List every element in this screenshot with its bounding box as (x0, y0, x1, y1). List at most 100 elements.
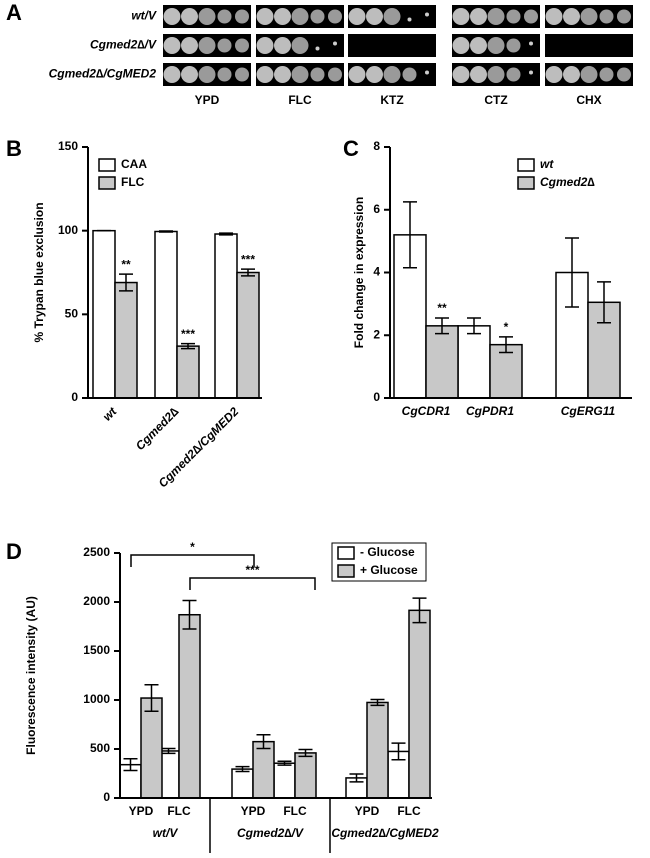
colony-spot (256, 8, 274, 25)
colony-spot (274, 8, 291, 25)
row-label: Cgmed2∆/CgMED2 (49, 67, 157, 81)
x-tick-label: FLC (167, 804, 191, 818)
colony-dot (425, 70, 429, 75)
colony-spot (217, 38, 232, 53)
error-bar (144, 684, 159, 713)
colony-spot (291, 8, 309, 25)
colony-spot (383, 8, 401, 25)
colony-spot (617, 9, 631, 24)
colony-spot (524, 9, 538, 24)
colony-dot (529, 41, 533, 46)
y-tick-label: 500 (90, 741, 110, 755)
colony-spot (181, 37, 198, 54)
error-bar (241, 268, 255, 277)
colony-spot (198, 8, 216, 25)
x-tick-label: Cgmed2∆ (133, 404, 182, 453)
bar (273, 762, 296, 799)
y-tick-label: 2 (373, 327, 380, 341)
bar (408, 609, 431, 799)
colony-spot (274, 66, 291, 83)
error-bar (499, 336, 513, 354)
panel-letter: C (343, 136, 359, 161)
axes (119, 553, 432, 799)
group-label: wt/V (153, 826, 179, 840)
error-bar (349, 773, 364, 783)
error-bar (391, 742, 406, 761)
x-tick-label: YPD (241, 804, 266, 818)
colony-spot (452, 37, 470, 54)
legend-swatch (517, 158, 535, 172)
colony-dot (333, 41, 337, 46)
legend-label: - Glucose (360, 545, 415, 559)
bar (393, 234, 427, 399)
bar (178, 613, 201, 799)
bar (489, 343, 523, 399)
plate-strip (348, 34, 436, 57)
legend-label: + Glucose (360, 563, 418, 577)
colony-spot (256, 37, 274, 54)
bar (457, 325, 491, 399)
y-tick-label: 0 (373, 390, 380, 404)
y-tick-label: 4 (373, 265, 380, 279)
colony-spot (366, 8, 383, 25)
panel-letter: A (6, 0, 22, 25)
legend-label: Cgmed2∆ (540, 175, 595, 189)
error-bar (161, 747, 176, 755)
bar (236, 271, 260, 399)
legend-label: CAA (121, 157, 147, 171)
colony-spot (470, 8, 487, 25)
y-tick-label: 1500 (83, 643, 110, 657)
colony-spot (163, 37, 181, 54)
y-tick-label: 2500 (83, 545, 110, 559)
bar (294, 752, 317, 799)
bar (176, 345, 200, 399)
bar (92, 229, 116, 399)
colony-dot (407, 17, 412, 22)
bracket-label: *** (245, 563, 259, 577)
y-tick-label: 0 (103, 790, 110, 804)
legend-label: wt (540, 157, 554, 171)
colony-spot (617, 67, 631, 82)
colony-spot (217, 67, 232, 82)
bar (140, 697, 163, 799)
column-label: CTZ (484, 93, 507, 107)
y-tick-label: 6 (373, 202, 380, 216)
column-label: YPD (195, 93, 220, 107)
x-tick-label: FLC (397, 804, 421, 818)
error-bar (123, 758, 138, 772)
colony-spot (545, 66, 563, 83)
colony-spot (383, 66, 401, 83)
significance-label: ** (121, 257, 131, 271)
x-tick-label: FLC (283, 804, 307, 818)
colony-dot (529, 70, 533, 75)
group-label: Cgmed2∆/CgMED2 (331, 826, 439, 840)
error-bar (597, 281, 611, 324)
y-tick-label: 50 (65, 307, 79, 321)
colony-spot (580, 66, 598, 83)
bar (366, 701, 389, 799)
y-tick-label: 0 (71, 390, 78, 404)
colony-spot (198, 66, 216, 83)
significance-bracket (189, 577, 316, 590)
colony-spot (506, 38, 521, 53)
colony-spot (452, 8, 470, 25)
colony-spot (487, 37, 505, 54)
colony-spot (487, 8, 505, 25)
x-tick-label: wt (100, 404, 120, 424)
error-bar (181, 342, 195, 350)
colony-spot (487, 66, 505, 83)
colony-spot (599, 67, 614, 82)
bar (252, 740, 275, 799)
colony-spot (366, 66, 383, 83)
significance-label: * (504, 320, 509, 334)
panel-letter: B (6, 136, 22, 161)
colony-spot (291, 66, 309, 83)
x-tick-label: YPD (355, 804, 380, 818)
error-bar (435, 317, 449, 335)
colony-spot (563, 8, 580, 25)
colony-spot (348, 8, 366, 25)
colony-spot (328, 67, 342, 82)
error-bar (412, 597, 427, 624)
panel-letter: D (6, 539, 22, 564)
colony-dot (315, 46, 320, 51)
